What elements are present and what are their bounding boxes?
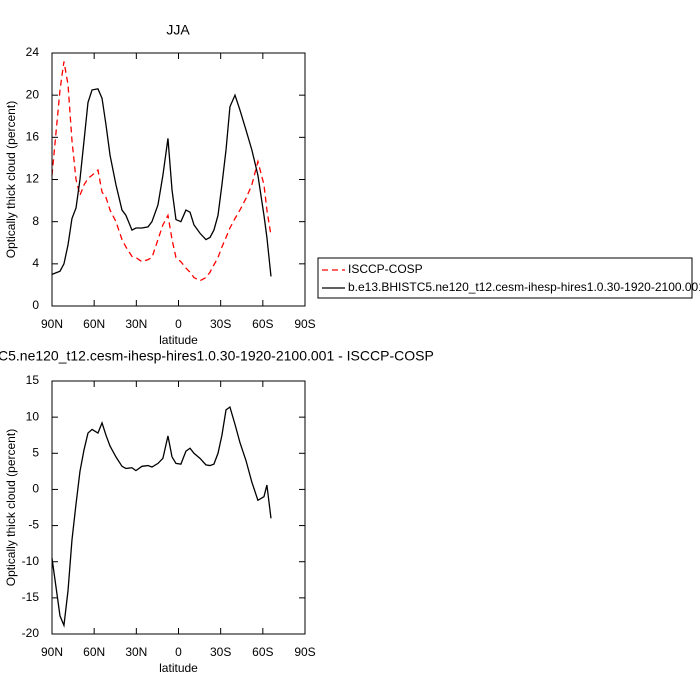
x-tick-label: 0 [175,317,182,331]
x-tick-label: 60N [83,317,105,331]
y-axis-label: Optically thick cloud (percent) [4,429,18,586]
y-tick-label: 24 [26,45,40,59]
line [51,88,272,277]
x-axis-label: latitude [159,661,198,675]
x-tick-label: 60S [252,317,273,331]
x-tick-label: 60N [83,645,105,659]
y-tick-label: 0 [32,298,39,312]
y-tick-label: 10 [26,409,40,423]
x-tick-label: 30S [210,317,231,331]
line [51,61,272,282]
x-axis-label: latitude [159,333,198,347]
y-tick-label: 12 [26,172,40,186]
y-axis-label: Optically thick cloud (percent) [4,101,18,258]
y-tick-label: 16 [26,130,40,144]
y-tick-label: 8 [32,214,39,228]
y-tick-label: 4 [32,256,39,270]
x-tick-label: 30S [210,645,231,659]
y-tick-label: 5 [32,445,39,459]
x-tick-label: 0 [175,645,182,659]
x-tick-label: 90S [294,317,315,331]
x-tick-label: 90S [294,645,315,659]
y-tick-label: -10 [22,554,40,568]
chart-title: JJA [166,22,190,38]
y-tick-label: -15 [22,590,40,604]
x-tick-label: 90N [41,317,63,331]
y-tick-label: -5 [28,518,39,532]
y-tick-label: -20 [22,626,40,640]
legend-label: ISCCP-COSP [348,262,423,276]
legend-label: b.e13.BHISTC5.ne120_t12.cesm-ihesp-hires… [348,280,700,294]
plot-frame [51,380,306,635]
line [51,405,272,628]
y-tick-label: 20 [26,87,40,101]
x-tick-label: 30N [125,317,147,331]
x-tick-label: 60S [252,645,273,659]
y-tick-label: 0 [32,482,39,496]
x-tick-label: 30N [125,645,147,659]
chart-title: C5.ne120_t12.cesm-ihesp-hires1.0.30-1920… [0,348,434,364]
legend-box [317,257,693,299]
plot-frame [51,52,306,307]
x-tick-label: 90N [41,645,63,659]
y-tick-label: 15 [26,373,40,387]
